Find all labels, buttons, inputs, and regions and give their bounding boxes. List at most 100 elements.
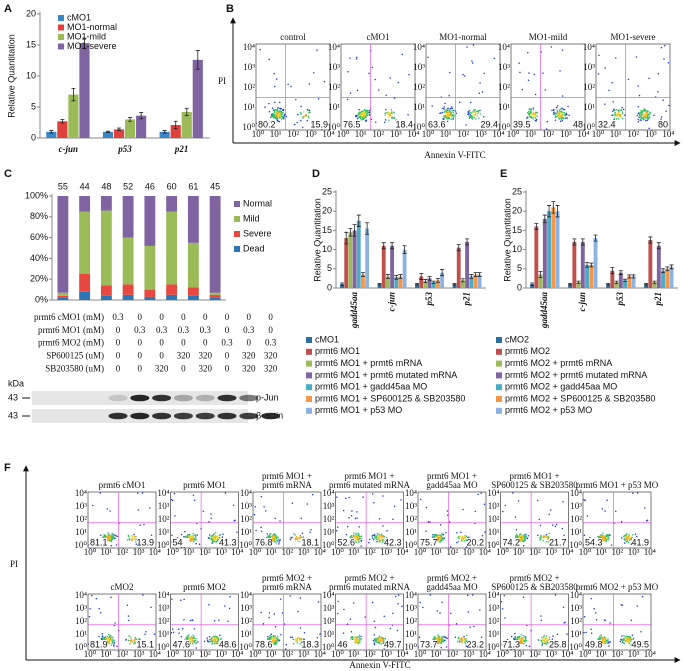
y-tick-label: 10⁴ [487,590,499,600]
event-dot [539,524,542,527]
event-dot [563,112,565,114]
event-dot [212,536,214,539]
event-dot [463,534,466,537]
x-tick-label: 10¹ [430,547,442,557]
x-tick-label: 10³ [380,547,392,557]
event-dot [375,536,377,539]
event-dot [127,619,130,622]
event-dot [608,538,610,541]
event-dot [222,533,224,535]
y-tick-label: 10⁰ [497,122,510,132]
event-dot [371,537,374,539]
event-dot [543,534,545,537]
y-tick-label: 5 [517,263,522,273]
quadrant-value: 76.8 [255,537,273,547]
event-dot [345,533,348,536]
event-dot [551,109,553,112]
event-dot [227,620,229,623]
x-tick-label: 10¹ [100,649,112,659]
x-tick-label: 10⁰ [592,129,605,139]
event-dot [465,634,468,637]
event-dot [274,101,276,103]
error-bar [139,112,144,120]
x-tick-label: 10⁴ [231,547,243,557]
label-box [481,120,499,129]
event-dot [114,622,116,624]
bar [57,121,68,138]
event-dot [465,124,467,126]
event-dot [454,636,457,638]
event-dot [645,117,647,119]
event-dot [293,123,296,126]
event-dot [469,626,471,628]
event-dot [621,111,624,113]
bar-segment [100,210,112,286]
x-tick-label: 10⁰ [414,547,427,557]
bar [79,43,90,138]
bar [652,282,657,288]
x-tick-label: 10⁰ [331,547,344,557]
event-dot [218,534,221,537]
event-dot [108,640,111,642]
event-dot [657,90,659,93]
band [173,412,193,420]
y-tick-label: 10³ [570,501,582,511]
event-dot [131,640,134,643]
error-bar [360,272,365,277]
event-dot [355,641,357,644]
bar [136,115,147,138]
event-dot [290,85,292,88]
event-dot [534,120,536,122]
quadrant-value: 80.2 [258,119,276,129]
event-dot [526,116,529,118]
event-dot [275,537,278,540]
y-tick-label: 10⁰ [239,540,252,550]
event-dot [377,89,380,91]
y-tick-label: 10⁰ [74,540,87,550]
event-dot [383,535,386,538]
plot-title: cMO2 [111,582,134,592]
event-dot [609,641,612,643]
cell: 0 [159,350,164,360]
event-dot [131,536,134,538]
bar [377,284,382,288]
event-dot [262,622,265,625]
y-tick-label: 10³ [75,501,87,511]
event-dot [356,511,358,513]
event-dot [380,640,382,642]
event-dot [189,533,191,536]
event-dot [435,637,437,640]
label-box [336,640,355,649]
event-dot [197,641,199,643]
event-dot [210,513,212,515]
bar-segment [187,295,199,300]
event-dot [514,632,516,635]
event-dot [558,112,561,114]
event-dot [285,643,288,646]
event-dot [437,538,439,540]
event-dot [480,636,483,638]
event-dot [448,116,450,119]
event-dot [365,120,367,122]
plot-frame [255,43,331,131]
quadrant-value: 32.4 [598,119,616,129]
event-dot [445,531,447,534]
y-tick-label: 20 [322,206,332,216]
event-dot [278,639,281,642]
event-dot [429,594,432,596]
error-bar [128,117,133,122]
x-tick-label: 10⁴ [577,129,589,139]
y-tick-label: 10⁰ [404,540,417,550]
event-dot [524,641,526,643]
event-dot [373,620,376,623]
y-tick-label: 10¹ [243,102,255,112]
event-dot [129,643,131,645]
event-dot [380,637,383,640]
event-dot [401,605,403,607]
event-dot [378,540,381,542]
event-dot [636,492,639,494]
error-bar [669,264,674,270]
event-dot [540,619,542,622]
event-dot [292,642,295,645]
